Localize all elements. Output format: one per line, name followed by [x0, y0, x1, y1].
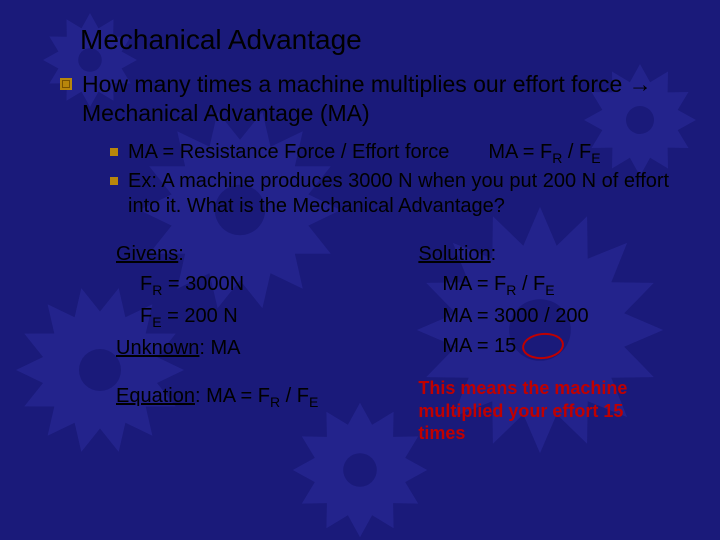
bullet-icon	[110, 177, 118, 185]
worked-example: Givens: FR = 3000N FE = 200 N Unknown: M…	[116, 239, 700, 445]
sub-bullet-formula: MA = Resistance Force / Effort force MA …	[110, 140, 700, 168]
solution-line2: MA = 3000 / 200	[442, 301, 658, 331]
slide-content: Mechanical Advantage How many times a ma…	[0, 0, 720, 465]
givens-heading: Givens:	[116, 239, 318, 269]
sub-bullet-list: MA = Resistance Force / Effort force MA …	[110, 140, 700, 220]
conclusion-text: This means the machine multiplied your e…	[418, 377, 658, 445]
givens-fr: FR = 3000N	[140, 269, 318, 301]
solution-heading: Solution:	[418, 239, 658, 269]
givens-column: Givens: FR = 3000N FE = 200 N Unknown: M…	[116, 239, 318, 445]
formula-text: MA = Resistance Force / Effort force MA …	[128, 140, 601, 168]
unknown-line: Unknown: MA	[116, 333, 318, 363]
sub-bullet-example: Ex: A machine produces 3000 N when you p…	[110, 169, 700, 219]
solution-line3: MA = 15	[442, 331, 658, 361]
main-bullet: How many times a machine multiplies our …	[60, 70, 700, 128]
main-bullet-text: How many times a machine multiplies our …	[82, 70, 700, 128]
givens-fe: FE = 200 N	[140, 301, 318, 333]
solution-column: Solution: MA = FR / FE MA = 3000 / 200 M…	[418, 239, 658, 445]
equation-line: Equation: MA = FR / FE	[116, 381, 318, 413]
solution-line1: MA = FR / FE	[442, 269, 658, 301]
bullet-icon	[110, 148, 118, 156]
example-text: Ex: A machine produces 3000 N when you p…	[128, 169, 700, 219]
bullet-icon	[60, 78, 72, 90]
slide-title: Mechanical Advantage	[80, 24, 700, 56]
